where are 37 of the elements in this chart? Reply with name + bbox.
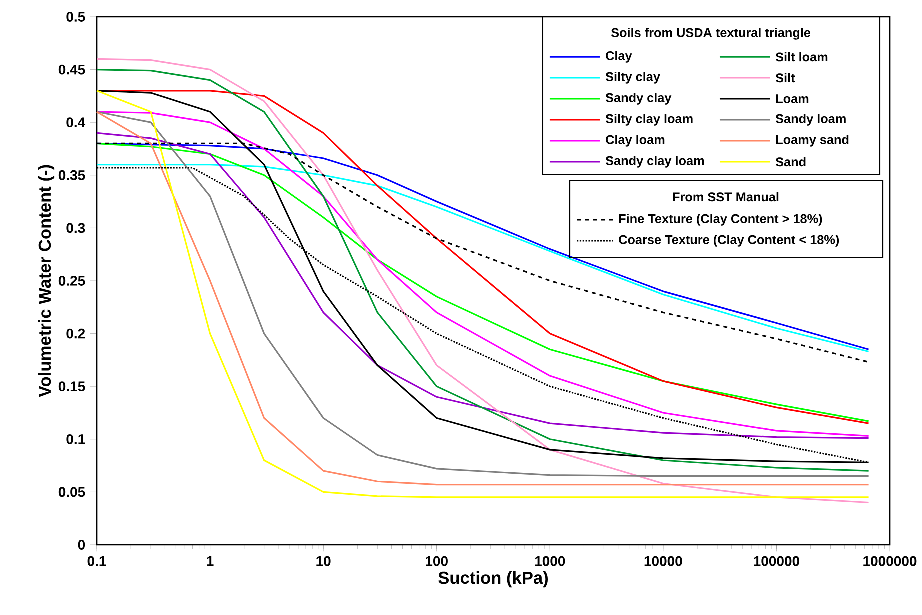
legend-label: Loam (776, 94, 809, 104)
y-tick-label: 0.4 (66, 118, 86, 128)
x-tick-label: 1000000 (864, 556, 917, 566)
y-tick-label: 0.3 (66, 223, 86, 234)
legend-label: Sand (776, 157, 806, 167)
x-tick-label: 0.1 (88, 556, 106, 566)
y-tick-label: 0.1 (66, 434, 86, 444)
legend-label: Sandy clay loam (606, 156, 704, 168)
legend-label: Silty clay (606, 72, 660, 84)
x-tick-label: 1 (207, 556, 214, 566)
legend-label: Silt loam (776, 52, 828, 62)
legend-label: Sandy loam (776, 114, 846, 126)
x-tick-label: 10000 (644, 556, 682, 566)
y-tick-label: 0.05 (58, 487, 86, 498)
y-tick-label: 0.45 (58, 64, 86, 75)
x-tick-label: 1000 (535, 556, 566, 566)
y-tick-label: 0.2 (66, 328, 86, 339)
legend-label: Coarse Texture (Clay Content < 18%) (619, 235, 840, 247)
y-tick-label: 0.5 (66, 12, 86, 22)
legend-label: Sandy clay (606, 93, 672, 105)
x-axis-title: Suction (kPa) (438, 571, 548, 588)
legend-label: Silt (776, 73, 796, 83)
legend-label: Clay loam (606, 135, 665, 147)
x-tick-label: 100 (426, 556, 448, 566)
legend-label: Loamy sand (776, 135, 849, 147)
y-axis-title: Volumetric Water Content (-) (38, 165, 55, 398)
legend-label: Silty clay loam (606, 114, 693, 126)
y-tick-label: 0.35 (58, 170, 86, 180)
x-tick-label: 10 (316, 556, 331, 566)
legend-label: Fine Texture (Clay Content > 18%) (619, 214, 822, 226)
legend-label: Clay (606, 51, 632, 63)
y-tick-label: 0 (78, 540, 86, 550)
legend-title: Soils from USDA textural triangle (611, 28, 811, 40)
y-tick-label: 0.15 (58, 382, 86, 392)
x-tick-label: 100000 (754, 556, 800, 566)
y-tick-label: 0.25 (58, 276, 86, 286)
annotation: From SST Manual (673, 192, 779, 202)
